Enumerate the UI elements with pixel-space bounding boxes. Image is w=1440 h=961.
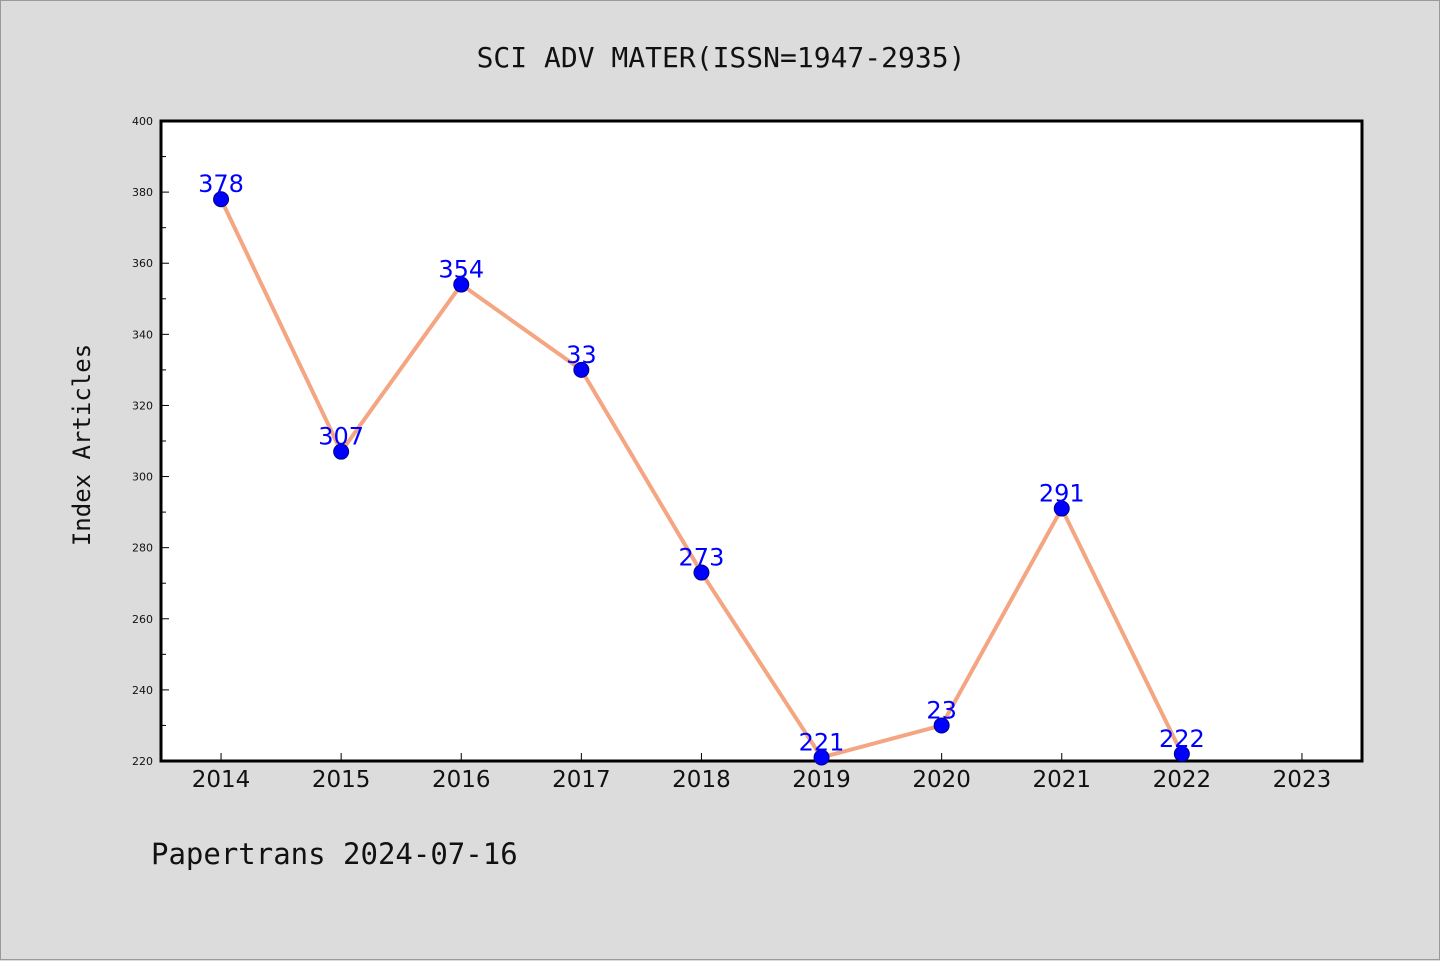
y-axis-label: Index Articles [68,344,96,546]
data-point [693,564,710,581]
data-point [813,749,830,766]
y-tick-label: 320 [132,399,153,412]
data-point [213,191,230,208]
y-tick-label: 280 [132,542,153,555]
x-tick-label: 2019 [792,767,851,793]
y-tick-label: 400 [132,115,153,128]
data-point [1053,500,1070,517]
x-tick-label: 2021 [1032,767,1091,793]
data-label: 273 [679,544,725,572]
data-label: 291 [1039,480,1085,508]
x-tick-label: 2022 [1153,767,1212,793]
data-point [933,717,950,734]
data-label: 354 [438,256,484,284]
data-label: 221 [799,728,845,756]
y-tick-label: 340 [132,328,153,341]
data-point [1173,745,1190,762]
y-tick-label: 220 [132,755,153,768]
footer-credit: Papertrans 2024-07-16 [151,837,518,871]
data-label: 33 [566,341,597,369]
data-point [573,361,590,378]
plot-area [159,119,1364,763]
y-tick-label: 300 [132,471,153,484]
data-label: 307 [318,423,364,451]
x-axis-ticks: 2014 2015 2016 2017 2018 2019 2020 2021 2022 2023 [192,753,1331,793]
y-tick-label: 380 [132,186,153,199]
series-layer: 378 307 354 33 273 221 23 291 222 [198,170,1205,766]
x-tick-label: 2017 [552,767,611,793]
x-tick-label: 2014 [192,767,251,793]
x-tick-label: 2023 [1273,767,1332,793]
data-label: 378 [198,170,244,198]
y-axis-ticks: 220 240 260 280 300 320 340 360 380 400 [132,115,169,768]
x-tick-label: 2018 [672,767,731,793]
data-label: 23 [926,696,957,724]
y-tick-label: 260 [132,613,153,626]
data-label: 222 [1159,725,1205,753]
x-tick-label: 2016 [432,767,491,793]
chart-title: SCI ADV MATER(ISSN=1947-2935) [477,41,966,74]
x-tick-label: 2020 [912,767,971,793]
x-tick-label: 2015 [312,767,371,793]
data-point [333,443,350,460]
data-point [453,276,470,293]
y-tick-label: 240 [132,684,153,697]
y-tick-label: 360 [132,257,153,270]
